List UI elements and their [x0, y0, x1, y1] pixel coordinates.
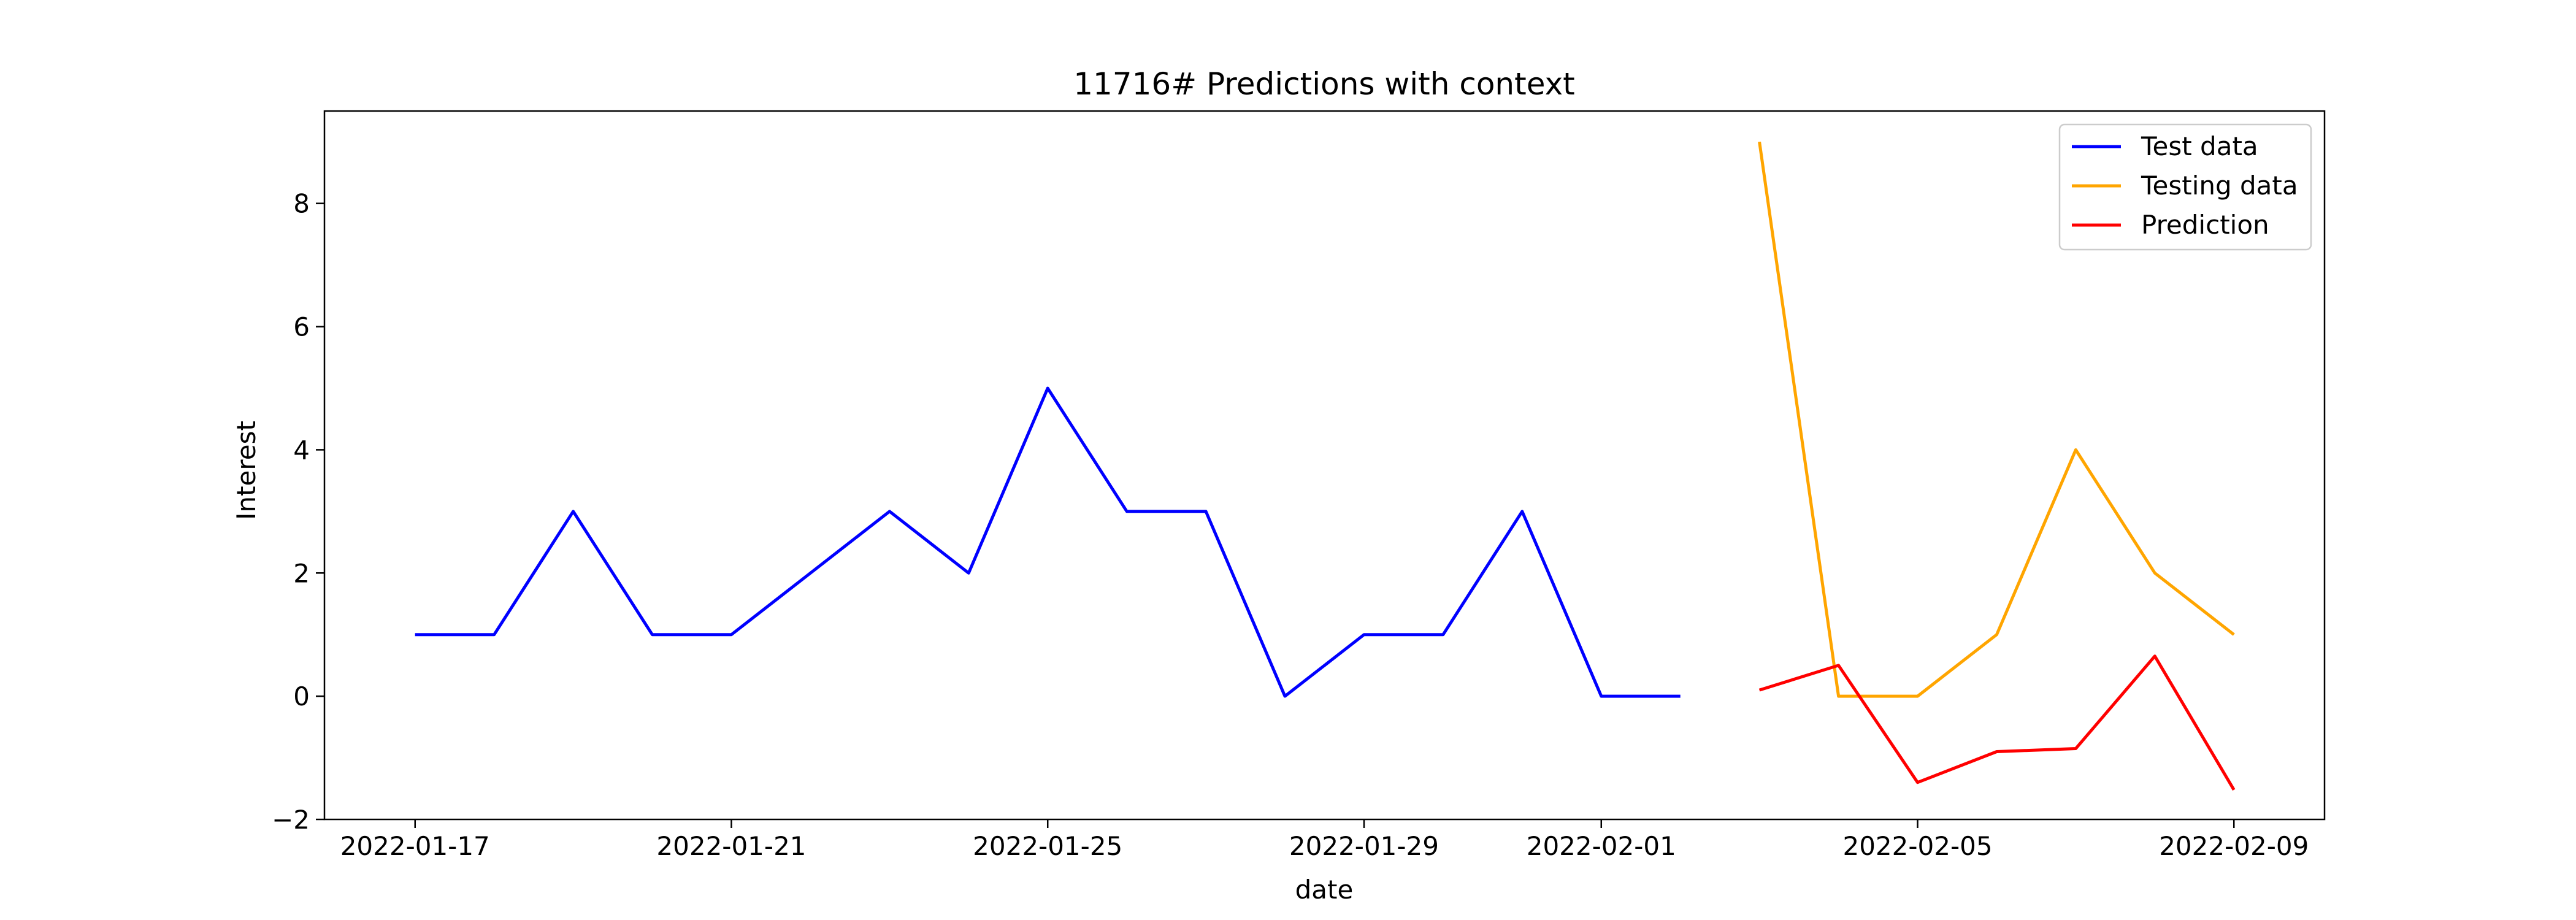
legend-label-1: Testing data [2141, 171, 2298, 201]
legend: Test data Testing data Prediction [2058, 123, 2312, 251]
legend-label-0: Test data [2141, 131, 2258, 161]
series-line-1 [1758, 141, 2235, 698]
x-tick-label: 2022-01-17 [340, 831, 490, 861]
y-tick-label: 4 [293, 435, 310, 465]
x-tick-label: 2022-01-25 [973, 831, 1122, 861]
plot-area: 2022-01-17 2022-01-21 2022-01-25 2022-01-29… [272, 110, 2326, 861]
y-tick-label: 8 [293, 189, 310, 219]
legend-box [2058, 123, 2312, 251]
x-axis-label: date [1295, 875, 1354, 905]
y-tick-label: 6 [293, 312, 310, 342]
x-tick-label: 2022-02-05 [1842, 831, 1992, 861]
series-line-2 [1758, 654, 2236, 791]
x-tick-label: 2022-01-21 [656, 831, 806, 861]
y-tick-label: 2 [293, 558, 310, 588]
y-axis-label: Interest [231, 421, 261, 520]
chart-title: 11716# Predictions with context [1073, 66, 1575, 102]
y-tick-label: −2 [272, 805, 310, 835]
legend-label-2: Prediction [2141, 210, 2269, 240]
plot-frame [323, 110, 2326, 821]
y-tick-label: 0 [293, 681, 310, 711]
series-line-0 [415, 386, 1681, 698]
x-tick-label: 2022-01-29 [1289, 831, 1439, 861]
x-tick-label: 2022-02-09 [2159, 831, 2309, 861]
x-tick-label: 2022-02-01 [1527, 831, 1676, 861]
